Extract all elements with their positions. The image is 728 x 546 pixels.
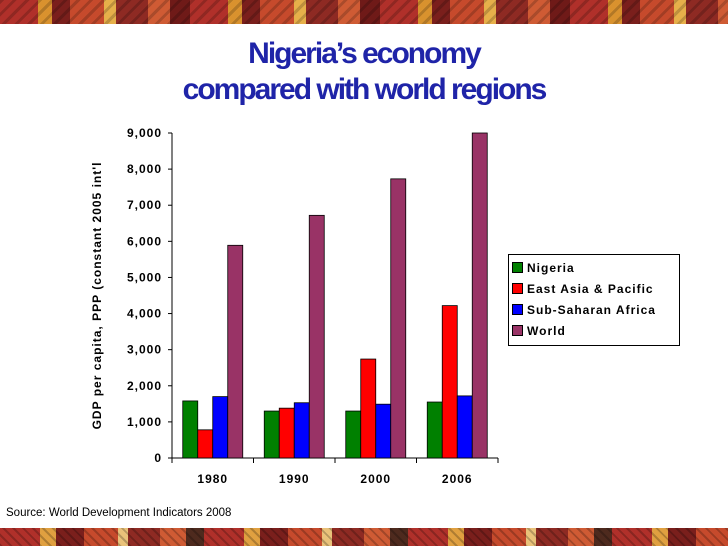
bar-world-1980 (227, 244, 244, 459)
bar-world-1990 (308, 214, 325, 459)
legend-swatch (512, 325, 523, 336)
legend-swatch (512, 262, 523, 273)
y-axis-title: GDP per capita, PPP (constant 2005 int'l (90, 162, 104, 430)
bar-sub-saharan-africa-2006 (456, 395, 473, 459)
legend-label: East Asia & Pacific (527, 281, 654, 296)
y-tick-label: 2,000 (127, 379, 162, 393)
y-tick-label: 0 (154, 451, 162, 465)
legend-label: Sub-Saharan Africa (527, 302, 656, 317)
y-tick-label: 5,000 (127, 270, 162, 284)
y-tick-label: 1,000 (127, 415, 162, 429)
y-tick-label: 6,000 (127, 234, 162, 248)
y-tick-label: 8,000 (127, 162, 162, 176)
bottom-kente-strip (0, 528, 728, 546)
bar-world-2006 (471, 132, 488, 459)
legend-label: Nigeria (527, 260, 575, 275)
title-line-1: Nigeria’s economy (248, 37, 482, 70)
bar-nigeria-1990 (263, 410, 280, 459)
legend-swatch (512, 283, 523, 294)
title-line-2: compared with world regions (182, 73, 548, 106)
x-tick-label: 1990 (279, 472, 310, 486)
x-tick-label: 2006 (442, 472, 473, 486)
legend-item: Sub-Saharan Africa (509, 299, 679, 320)
x-tick-label: 2000 (360, 472, 391, 486)
y-tick-label: 7,000 (127, 198, 162, 212)
y-tick-label: 4,000 (127, 307, 162, 321)
bar-nigeria-1980 (182, 400, 199, 459)
bar-east-asia-pacific-1980 (197, 429, 214, 459)
y-tick-label: 9,000 (127, 126, 162, 140)
bar-east-asia-pacific-1990 (278, 407, 295, 459)
bar-sub-saharan-africa-1990 (293, 402, 310, 459)
legend-item: World (509, 320, 679, 341)
bar-sub-saharan-africa-1980 (212, 396, 229, 459)
legend-swatch (512, 304, 523, 315)
bar-nigeria-2000 (345, 410, 362, 459)
legend-item: Nigeria (509, 257, 679, 278)
legend-label: World (527, 323, 566, 338)
x-tick-label: 1980 (197, 472, 228, 486)
slide-title: Nigeria’s economy compared with world re… (0, 36, 728, 108)
top-kente-banner (0, 0, 728, 24)
chart-legend: Nigeria East Asia & Pacific Sub-Saharan Af… (508, 254, 680, 346)
y-tick-label: 3,000 (127, 343, 162, 357)
bar-east-asia-pacific-2006 (441, 305, 458, 459)
bar-world-2000 (390, 178, 407, 459)
source-note: Source: World Development Indicators 200… (6, 507, 232, 519)
legend-item: East Asia & Pacific (509, 278, 679, 299)
bar-sub-saharan-africa-2000 (375, 403, 392, 459)
bar-east-asia-pacific-2000 (360, 358, 377, 459)
bar-nigeria-2006 (426, 401, 443, 459)
